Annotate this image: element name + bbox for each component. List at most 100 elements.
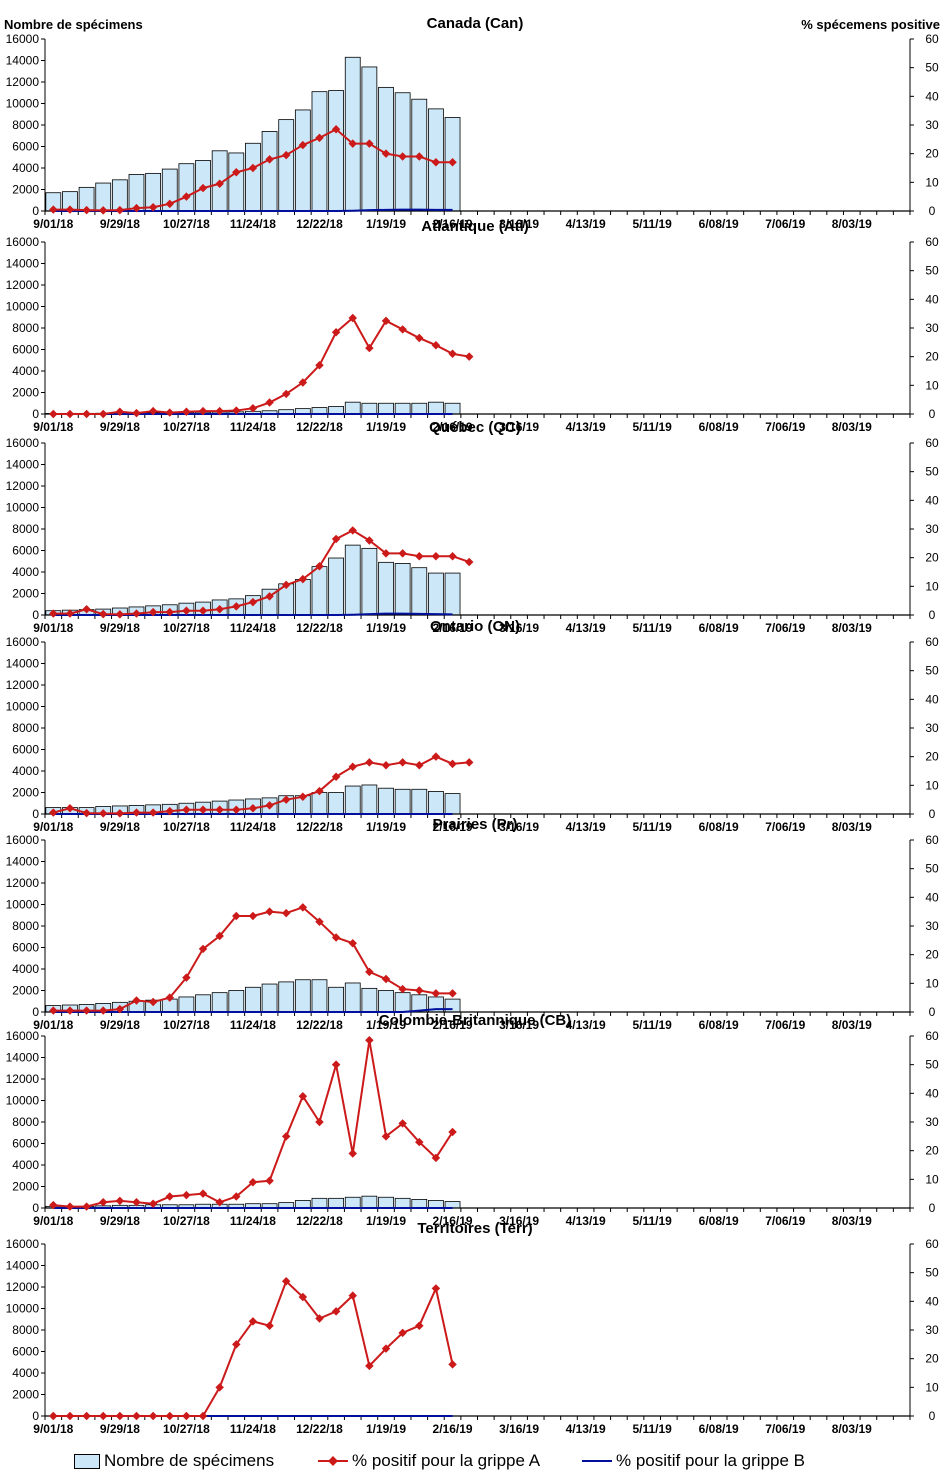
left-tick-label: 12000 <box>6 479 40 493</box>
x-tick-label: 6/08/19 <box>699 420 739 434</box>
right-axis-title: % spécemens positive <box>801 17 940 32</box>
flu-a-point <box>398 758 407 767</box>
left-tick-label: 14000 <box>6 1051 40 1065</box>
flu-a-point <box>265 1321 274 1330</box>
flu-a-point <box>98 1411 108 1421</box>
specimen-bar <box>228 990 245 1013</box>
left-tick-label: 2000 <box>12 183 39 197</box>
flu-a-point <box>464 758 474 767</box>
x-tick-label: 12/22/18 <box>296 1214 343 1228</box>
flu-a-point <box>232 168 241 177</box>
left-tick-label: 12000 <box>6 678 40 692</box>
x-tick-label: 9/29/18 <box>100 1422 140 1436</box>
flu-a-point <box>431 340 441 350</box>
flu-a-point <box>365 1036 374 1045</box>
specimen-bar <box>361 66 378 212</box>
x-tick-label: 3/16/19 <box>499 1018 539 1032</box>
flu-a-point <box>431 752 441 761</box>
flu-a-point <box>265 398 274 407</box>
flu-a-point <box>315 1314 324 1323</box>
specimen-bar <box>278 981 295 1013</box>
specimen-bar <box>344 785 361 815</box>
flu-a-point <box>132 203 141 213</box>
flu-a-point <box>415 761 424 770</box>
x-tick-label: 7/06/19 <box>765 621 805 635</box>
flu-a-point <box>431 1284 441 1293</box>
x-tick-label: 9/29/18 <box>100 217 140 231</box>
x-tick-label: 12/22/18 <box>296 820 343 834</box>
x-tick-label: 3/16/19 <box>499 820 539 834</box>
flu-a-point <box>165 1411 175 1421</box>
panel-title: Colombie-Britannique (CB) <box>379 1012 572 1029</box>
flu-a-point <box>348 762 357 771</box>
flu-a-point <box>281 1277 291 1286</box>
right-tick-label: 10 <box>925 976 939 990</box>
flu-a-point <box>398 325 407 334</box>
left-tick-label: 0 <box>32 407 39 421</box>
flu-a-point <box>198 406 208 416</box>
left-tick-label: 8000 <box>12 1115 39 1129</box>
right-tick-label: 40 <box>925 1086 939 1100</box>
flu-a-point <box>281 795 291 804</box>
specimen-bar <box>411 402 428 415</box>
right-tick-label: 50 <box>925 465 939 479</box>
x-tick-label: 4/13/19 <box>566 1214 606 1228</box>
specimen-bar <box>211 992 228 1013</box>
right-tick-label: 40 <box>925 692 939 706</box>
specimen-bar <box>328 406 344 415</box>
left-tick-label: 0 <box>32 1005 39 1019</box>
flu-a-point <box>331 772 341 781</box>
specimen-bar <box>361 1195 378 1209</box>
right-tick-label: 50 <box>925 664 939 678</box>
x-tick-label: 4/13/19 <box>566 820 606 834</box>
x-tick-label: 8/03/19 <box>832 820 872 834</box>
flu-a-point <box>281 150 291 160</box>
flu-a-point <box>348 139 357 148</box>
x-tick-label: 5/11/19 <box>632 217 672 231</box>
left-tick-label: 10000 <box>6 300 40 314</box>
flu-a-point <box>82 205 91 215</box>
x-tick-label: 6/08/19 <box>699 1018 739 1032</box>
flu-a-point <box>415 986 424 995</box>
flu-a-point <box>232 406 241 415</box>
x-tick-label: 10/27/18 <box>163 1018 210 1032</box>
x-tick-label: 4/13/19 <box>566 217 606 231</box>
flu-a-point <box>431 551 441 561</box>
left-tick-label: 6000 <box>12 743 39 757</box>
flu-a-point <box>415 1321 424 1330</box>
flu-a-point <box>415 551 424 561</box>
x-tick-label: 6/08/19 <box>699 1214 739 1228</box>
left-tick-label: 16000 <box>6 1237 40 1251</box>
specimen-bar <box>328 792 344 815</box>
legend-label-flu-a: % positif pour la grippe A <box>352 1451 541 1470</box>
legend-swatch-flu-a <box>318 1456 348 1466</box>
flu-a-point <box>448 158 457 167</box>
specimen-bar <box>294 579 311 616</box>
flu-a-point <box>132 408 141 418</box>
x-tick-label: 9/29/18 <box>100 1018 140 1032</box>
right-tick-label: 50 <box>925 1058 939 1072</box>
left-tick-label: 14000 <box>6 657 40 671</box>
flu-a-point <box>298 140 308 150</box>
flu-a-point <box>365 967 374 977</box>
panel-2: Québec (QC) 0 2000 4000 6000 8000 10000 12000 14… <box>6 419 939 635</box>
flu-a-point <box>215 406 224 416</box>
x-tick-label: 12/22/18 <box>296 1018 343 1032</box>
specimen-bar <box>361 987 378 1013</box>
x-tick-label: 10/27/18 <box>163 621 210 635</box>
x-tick-label: 9/01/18 <box>33 217 73 231</box>
legend-item-flu-b: % positif pour la grippe B <box>582 1451 805 1471</box>
x-tick-label: 11/24/18 <box>230 621 276 635</box>
right-tick-label: 30 <box>925 118 939 132</box>
flu-a-point <box>448 989 457 998</box>
flu-a-point <box>115 205 125 215</box>
specimen-bar <box>444 402 461 415</box>
flu-a-point <box>115 1196 125 1206</box>
specimen-bar <box>411 1199 428 1209</box>
left-tick-label: 16000 <box>6 1029 40 1043</box>
flu-a-point <box>98 206 108 215</box>
x-tick-label: 9/01/18 <box>33 1214 73 1228</box>
legend-item-flu-a: % positif pour la grippe A <box>318 1451 540 1471</box>
left-tick-label: 8000 <box>12 1323 39 1337</box>
flu-a-series-line <box>53 1279 454 1417</box>
